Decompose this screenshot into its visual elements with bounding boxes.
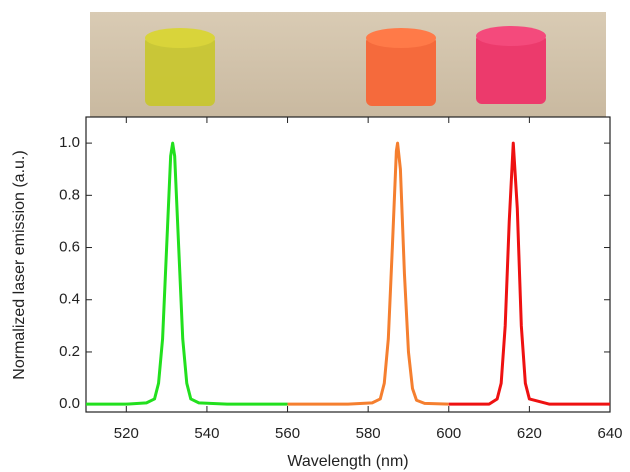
x-tick-label: 540 <box>194 425 219 442</box>
y-tick-label: 0.4 <box>59 291 80 308</box>
x-tick-label: 640 <box>597 425 622 442</box>
x-axis-title: Wavelength (nm) <box>287 453 408 470</box>
series-line <box>448 141 610 406</box>
x-tick-label: 600 <box>436 425 461 442</box>
y-tick-label: 0.2 <box>59 343 80 360</box>
series-line <box>86 141 288 406</box>
y-tick-label: 0.6 <box>59 238 80 255</box>
plot-frame <box>85 116 611 413</box>
photo <box>90 12 606 117</box>
y-tick-label: 0.8 <box>59 186 80 203</box>
y-tick-label: 0.0 <box>59 395 80 412</box>
y-tick-label: 1.0 <box>59 134 80 151</box>
x-tick-label: 620 <box>517 425 542 442</box>
series-line <box>287 141 449 406</box>
x-tick-label: 580 <box>356 425 381 442</box>
x-tick-label: 520 <box>114 425 139 442</box>
x-tick-label: 560 <box>275 425 300 442</box>
y-axis-title: Normalized laser emission (a.u.) <box>11 150 28 379</box>
